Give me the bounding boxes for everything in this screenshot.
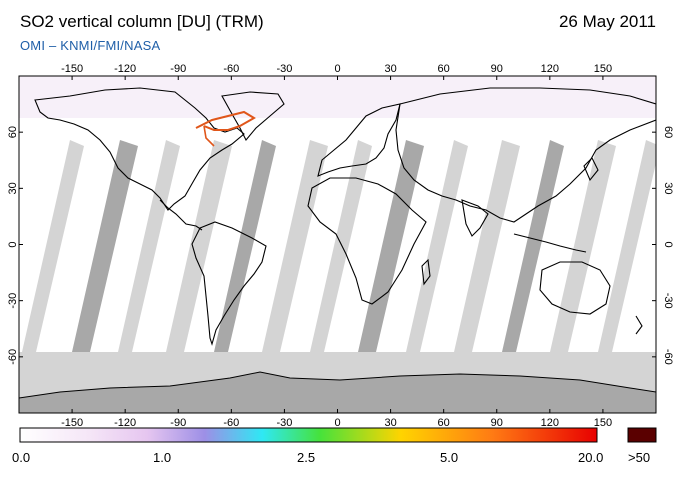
graticule-ticks: -150 -150 -120 -120 -90 -90 -60 -60 -30 -30 0 0 30 30… bbox=[7, 63, 674, 429]
lon-label-bottom: -90 bbox=[170, 417, 186, 429]
greenland-outline bbox=[221, 91, 285, 141]
asia-outline bbox=[395, 87, 656, 223]
lat-label-right: 0 bbox=[662, 241, 674, 247]
australia-outline bbox=[539, 261, 611, 315]
lon-label-top: 60 bbox=[438, 63, 450, 75]
lat-label-right: 60 bbox=[662, 126, 674, 138]
data-source: OMI – KNMI/FMI/NASA bbox=[20, 38, 161, 53]
orbit-gap-swath bbox=[310, 140, 372, 352]
colorbar-overflow bbox=[627, 427, 657, 443]
north-america-outline bbox=[34, 87, 245, 211]
new-zealand-outline bbox=[635, 315, 643, 335]
orbit-gap-swath bbox=[358, 140, 424, 352]
lon-label-bottom: 30 bbox=[384, 417, 396, 429]
orbit-gap-swath bbox=[454, 140, 520, 352]
lon-label-bottom: 90 bbox=[491, 417, 503, 429]
lon-label-bottom: 120 bbox=[541, 417, 559, 429]
orbit-gaps bbox=[22, 140, 656, 352]
madagascar-outline bbox=[421, 258, 431, 286]
orbit-gap-swath bbox=[214, 140, 276, 352]
orbit-gap-swath bbox=[22, 140, 84, 352]
lon-label-bottom: -120 bbox=[114, 417, 136, 429]
arctic-band bbox=[19, 76, 656, 118]
orbit-gap-swath bbox=[502, 140, 564, 352]
lon-label-top: 150 bbox=[594, 63, 612, 75]
lat-label-left: -30 bbox=[7, 293, 19, 309]
lon-label-top: 0 bbox=[334, 63, 340, 75]
lon-label-top: -30 bbox=[276, 63, 292, 75]
colorbar-overflow-label: >50 bbox=[628, 450, 651, 465]
lon-label-top: 90 bbox=[491, 63, 503, 75]
lon-label-bottom: -60 bbox=[223, 417, 239, 429]
orbit-gap-swath bbox=[72, 140, 138, 352]
lat-label-right: -30 bbox=[662, 293, 674, 309]
lon-label-top: -90 bbox=[170, 63, 186, 75]
orbit-gap-swath bbox=[598, 140, 656, 352]
lon-label-top: -120 bbox=[114, 63, 136, 75]
indonesia-outline bbox=[513, 233, 587, 253]
lat-label-left: 30 bbox=[7, 182, 19, 194]
central-america-outline bbox=[159, 199, 203, 231]
lon-label-bottom: 0 bbox=[334, 417, 340, 429]
lon-label-bottom: 60 bbox=[438, 417, 450, 429]
europe-outline bbox=[317, 103, 401, 177]
orbit-gap-swath bbox=[406, 140, 468, 352]
lat-label-left: -60 bbox=[7, 349, 19, 365]
orbit-gap-swath bbox=[166, 140, 232, 352]
so2-hotspot-track bbox=[195, 110, 256, 131]
lat-label-left: 60 bbox=[7, 126, 19, 138]
india-outline bbox=[461, 199, 489, 237]
so2-hotspot-track-2 bbox=[203, 125, 215, 147]
coastlines bbox=[34, 87, 656, 346]
colorbar-label-2: 2.5 bbox=[297, 450, 316, 465]
colorbar-label-4: 20.0 bbox=[578, 450, 604, 465]
lon-label-top: 120 bbox=[541, 63, 559, 75]
lon-label-top: 30 bbox=[384, 63, 396, 75]
map-title: SO2 vertical column [DU] (TRM) bbox=[20, 12, 264, 31]
japan-outline bbox=[583, 157, 599, 182]
lat-label-right: -60 bbox=[662, 349, 674, 365]
map-date: 26 May 2011 bbox=[558, 12, 656, 31]
lon-label-bottom: -30 bbox=[276, 417, 292, 429]
lon-label-top: -150 bbox=[61, 63, 83, 75]
orbit-gap-swath bbox=[262, 140, 328, 352]
antarctica bbox=[19, 371, 656, 413]
map-content bbox=[19, 76, 656, 413]
lon-label-bottom: 150 bbox=[594, 417, 612, 429]
orbit-gap-swath bbox=[550, 140, 616, 352]
colorbar-label-3: 5.0 bbox=[440, 450, 459, 465]
orbit-gap-swath bbox=[118, 140, 180, 352]
lat-label-left: 0 bbox=[7, 241, 19, 247]
lat-label-right: 30 bbox=[662, 182, 674, 194]
africa-outline bbox=[307, 177, 427, 305]
lon-label-bottom: -150 bbox=[61, 417, 83, 429]
colorbar bbox=[19, 427, 598, 443]
south-america-outline bbox=[191, 221, 267, 346]
colorbar-label-0: 0.0 bbox=[12, 450, 31, 465]
lon-label-top: -60 bbox=[223, 63, 239, 75]
colorbar-label-1: 1.0 bbox=[153, 450, 172, 465]
